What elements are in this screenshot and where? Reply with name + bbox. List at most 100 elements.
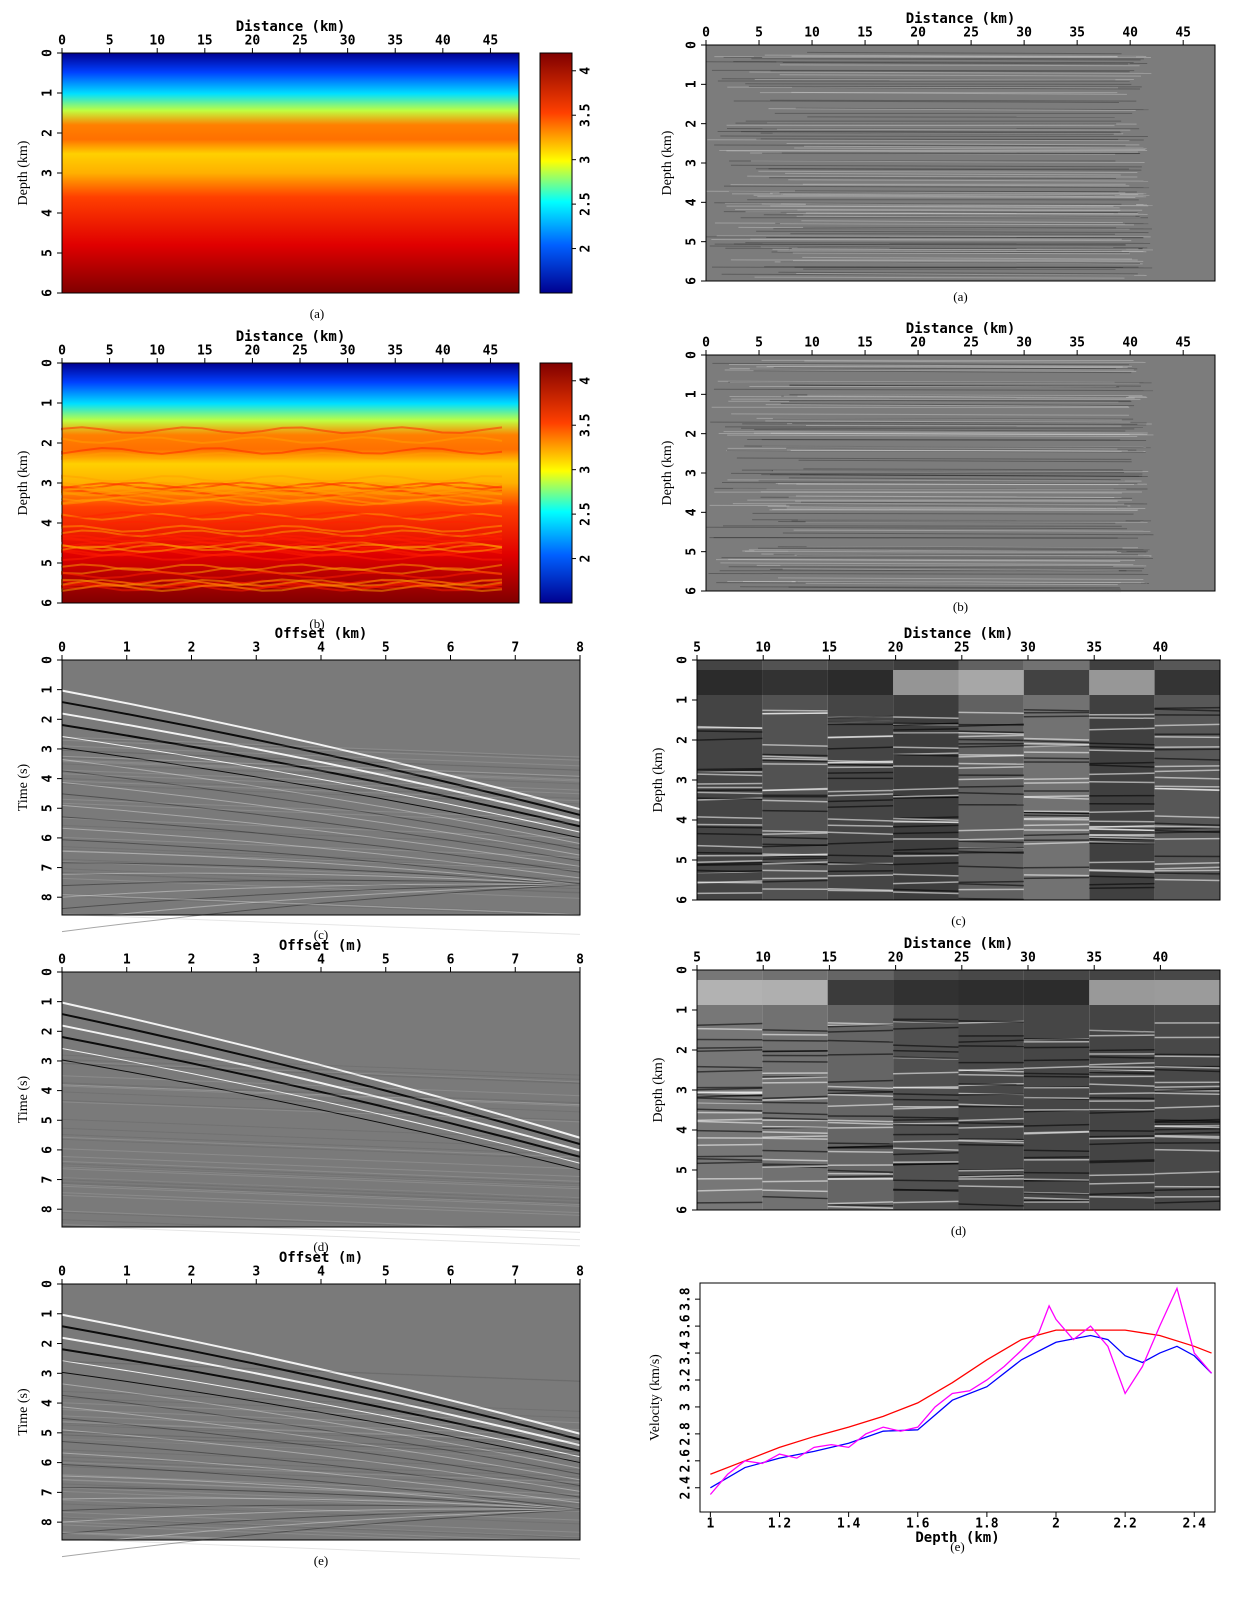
panel-event xyxy=(696,773,763,777)
panel-event xyxy=(1089,1071,1155,1075)
event xyxy=(61,884,581,910)
panel-event xyxy=(1089,1083,1155,1087)
reflector xyxy=(742,423,1147,426)
reflector xyxy=(740,586,1120,589)
reflector xyxy=(714,144,1126,147)
x-tick-label: 7 xyxy=(511,1265,519,1280)
colorbar-tick-label: 3.5 xyxy=(579,103,594,126)
panel-event xyxy=(1089,1137,1155,1140)
panel-event xyxy=(1023,866,1090,869)
reflector xyxy=(804,145,1147,149)
event xyxy=(61,1059,581,1171)
noise xyxy=(61,1163,581,1185)
reflector xyxy=(788,477,1121,481)
y-axis-title: Depth (km) xyxy=(660,130,675,195)
panel-event xyxy=(696,1097,763,1101)
panel-event xyxy=(827,1079,894,1083)
reflector xyxy=(709,245,1148,249)
x-tick-label: 1 xyxy=(123,1265,131,1280)
noise xyxy=(61,1397,581,1419)
y-tick-label: 0 xyxy=(41,968,56,976)
noise xyxy=(61,894,581,916)
reflector xyxy=(781,152,1140,155)
panel-event xyxy=(827,1091,894,1095)
panel-event xyxy=(762,759,828,763)
reflector xyxy=(761,445,1146,448)
panel-event xyxy=(827,1126,894,1129)
reflector xyxy=(760,138,1144,141)
x-tick-label: 15 xyxy=(857,26,873,41)
reflector xyxy=(788,247,1127,250)
noise xyxy=(61,1431,581,1453)
panel-event xyxy=(827,799,894,803)
y-tick-label: 1 xyxy=(41,1310,56,1318)
panel-event xyxy=(762,844,828,848)
reflector xyxy=(708,572,1149,575)
x-tick-label: 15 xyxy=(197,344,213,359)
reflector xyxy=(805,212,1148,215)
noise xyxy=(61,1177,581,1199)
x-tick-label: 2.2 xyxy=(1113,1517,1136,1532)
reflector xyxy=(728,363,1132,367)
noise xyxy=(61,749,581,771)
reflector xyxy=(797,519,1126,522)
reflector xyxy=(774,261,1143,265)
event xyxy=(61,862,581,886)
noise xyxy=(61,1503,581,1525)
y-tick-label: 3 xyxy=(41,745,56,753)
y-tick-label: 2 xyxy=(41,129,56,137)
x-axis-title: Distance (km) xyxy=(904,626,1014,642)
x-tick-label: 30 xyxy=(340,344,356,359)
x-tick-label: 2 xyxy=(1052,1517,1060,1532)
panel-event xyxy=(958,1069,1024,1073)
y-tick-label: 4 xyxy=(41,519,56,527)
reflector xyxy=(727,447,1118,450)
reflector xyxy=(769,474,1148,477)
panel-event xyxy=(827,1201,894,1205)
panel-event xyxy=(1023,814,1090,817)
noise xyxy=(61,1091,581,1113)
x-tick-label: 1 xyxy=(706,1517,714,1532)
reflector xyxy=(789,384,1120,388)
panel-event xyxy=(958,766,1024,769)
x-tick-label: 25 xyxy=(292,34,308,49)
panel-event xyxy=(958,738,1024,742)
noise xyxy=(61,1360,581,1382)
panel-event xyxy=(1023,1072,1090,1076)
noise xyxy=(61,1136,581,1158)
panel-event xyxy=(827,1203,894,1207)
event xyxy=(61,758,581,845)
panel-event xyxy=(696,1065,763,1069)
y-tick-label: 5 xyxy=(41,1116,56,1124)
panel-event xyxy=(1089,764,1155,768)
reflector xyxy=(788,179,1149,182)
y-tick-label: 1 xyxy=(41,998,56,1006)
reflector xyxy=(769,177,1116,179)
panel-event xyxy=(893,888,959,892)
y-tick-label: 3 xyxy=(679,1403,694,1411)
noise xyxy=(61,872,581,894)
panel-event xyxy=(1089,1029,1155,1033)
noise xyxy=(61,1499,581,1521)
panel-event xyxy=(696,881,763,884)
noise xyxy=(61,1465,581,1487)
velocity-texture xyxy=(61,426,503,435)
shallow-event xyxy=(1154,670,1220,695)
x-tick-label: 8 xyxy=(576,641,584,656)
x-tick-label: 35 xyxy=(387,34,403,49)
panel-event xyxy=(958,840,1024,844)
panel-event xyxy=(762,836,828,840)
panel-event xyxy=(958,1121,1024,1125)
reflector xyxy=(768,168,1142,171)
x-tick-label: 35 xyxy=(1086,951,1102,966)
panel-event xyxy=(958,837,1024,841)
y-tick-label: 3.6 xyxy=(679,1314,694,1338)
y-tick-label: 2.8 xyxy=(679,1422,694,1446)
y-tick-label: 3 xyxy=(41,1369,56,1377)
shallow-event xyxy=(958,670,1024,695)
noise xyxy=(61,1225,581,1247)
reflector xyxy=(727,581,1147,584)
noise xyxy=(61,759,581,781)
reflector xyxy=(711,238,1132,242)
reflector xyxy=(800,501,1148,505)
